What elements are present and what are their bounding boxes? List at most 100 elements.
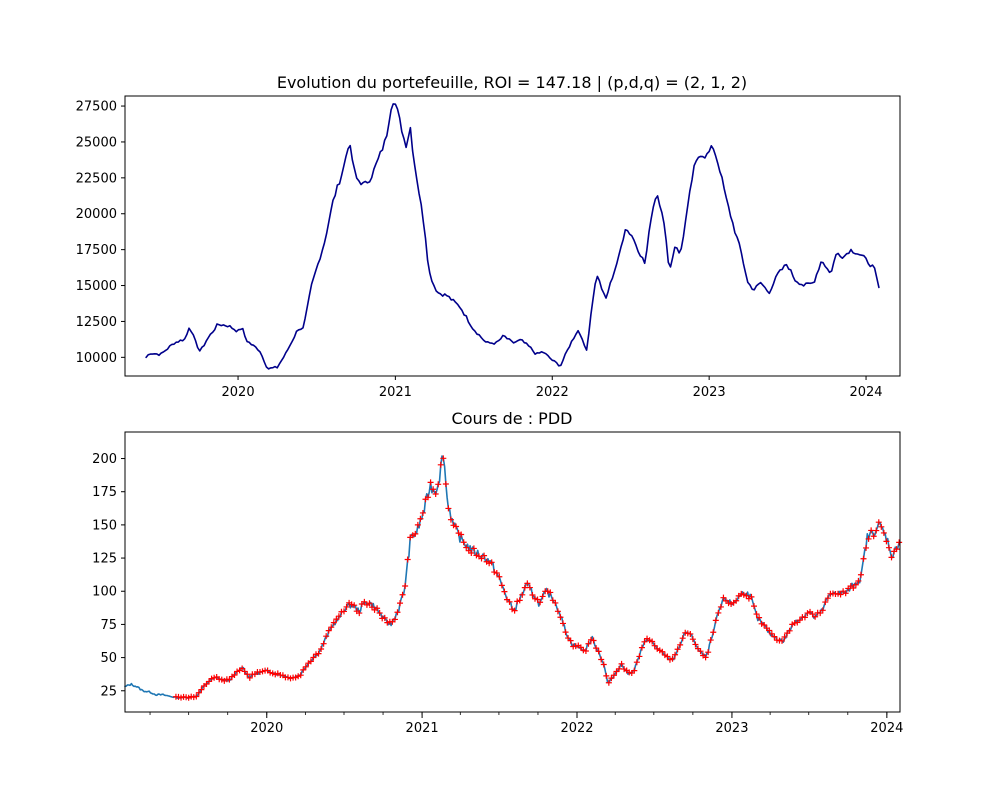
portfolio-x-axis: 2020 2021 2022 2023 2024 — [222, 376, 883, 400]
y-tick-label: 75 — [100, 618, 117, 633]
price-marker — [521, 584, 528, 591]
price-marker — [638, 644, 645, 651]
price-marker — [873, 527, 880, 534]
price-marker — [600, 661, 607, 668]
price-marker — [649, 638, 656, 645]
price-chart: Cours de : PDD 25 50 75 100 125 150 175 200 202… — [92, 409, 903, 736]
price-marker — [417, 515, 424, 522]
price-marker — [812, 613, 819, 620]
price-marker — [198, 686, 205, 693]
price-marker — [631, 667, 638, 674]
price-marker — [445, 505, 452, 512]
price-marker — [376, 609, 383, 616]
price-marker — [453, 523, 460, 530]
price-marker — [595, 648, 602, 655]
y-tick-label: 12500 — [76, 315, 117, 330]
y-tick-label: 20000 — [76, 207, 117, 222]
price-marker — [618, 660, 625, 667]
price-marker — [880, 529, 887, 536]
price-marker — [425, 494, 432, 501]
portfolio-chart-frame — [124, 95, 901, 377]
price-marker — [664, 653, 671, 660]
price-marker — [381, 614, 388, 621]
x-tick-label: 2024 — [849, 385, 882, 400]
price-marker — [307, 658, 314, 665]
y-tick-label: 17500 — [76, 243, 117, 258]
y-tick-label: 50 — [100, 651, 117, 666]
price-marker — [560, 620, 567, 627]
x-tick-label: 2021 — [406, 721, 439, 736]
price-markers — [172, 455, 903, 701]
price-marker — [837, 591, 844, 598]
price-marker — [733, 597, 740, 604]
price-marker — [582, 647, 589, 654]
price-marker — [710, 629, 717, 636]
price-marker — [537, 599, 544, 606]
price-marker — [885, 544, 892, 551]
price-marker — [672, 651, 679, 658]
price-marker — [463, 544, 470, 551]
price-marker — [361, 598, 368, 605]
y-tick-label: 15000 — [76, 279, 117, 294]
price-marker — [605, 679, 612, 686]
price-marker — [501, 588, 508, 595]
portfolio-y-axis: 10000 12500 15000 17500 20000 22500 25000 27500 — [76, 100, 125, 366]
price-marker — [593, 645, 600, 652]
price-marker — [707, 637, 714, 644]
price-marker — [598, 656, 605, 663]
price-marker — [863, 544, 870, 551]
price-marker — [610, 672, 617, 679]
price-marker — [430, 486, 437, 493]
y-tick-label: 125 — [92, 552, 117, 567]
price-marker — [562, 629, 569, 636]
price-marker — [786, 627, 793, 634]
price-marker — [506, 598, 513, 605]
price-marker — [366, 600, 373, 607]
price-marker — [325, 627, 332, 634]
price-chart-title: Cours de : PDD — [452, 409, 573, 428]
price-marker — [750, 603, 757, 610]
price-marker — [481, 552, 488, 559]
price-marker — [852, 581, 859, 588]
price-marker — [335, 613, 342, 620]
price-marker — [547, 589, 554, 596]
price-marker — [641, 638, 648, 645]
price-marker — [412, 530, 419, 537]
price-marker — [659, 648, 666, 655]
price-marker — [896, 539, 903, 546]
price-marker — [414, 521, 421, 528]
price-marker — [526, 584, 533, 591]
y-tick-label: 200 — [92, 452, 117, 467]
price-marker — [356, 610, 363, 617]
price-marker — [888, 554, 895, 561]
y-tick-label: 10000 — [76, 351, 117, 366]
price-marker — [822, 599, 829, 606]
price-marker — [669, 655, 676, 662]
price-marker — [460, 539, 467, 546]
price-marker — [447, 516, 454, 523]
price-marker — [567, 637, 574, 644]
price-marker — [712, 617, 719, 624]
price-marker — [529, 591, 536, 598]
price-marker — [437, 461, 444, 468]
price-marker — [297, 672, 304, 679]
y-tick-label: 100 — [92, 585, 117, 600]
price-marker — [539, 593, 546, 600]
x-tick-label: 2020 — [222, 385, 255, 400]
price-marker — [689, 636, 696, 643]
price-marker — [320, 640, 327, 647]
price-marker — [753, 611, 760, 618]
price-marker — [842, 590, 849, 597]
price-marker — [470, 545, 477, 552]
price-marker — [351, 602, 358, 609]
price-marker — [323, 633, 330, 640]
price-marker — [516, 597, 523, 604]
price-marker — [552, 599, 559, 606]
price-marker — [330, 619, 337, 626]
price-marker — [496, 573, 503, 580]
price-marker — [195, 689, 202, 696]
price-marker — [883, 538, 890, 545]
price-y-axis: 25 50 75 100 125 150 175 200 — [92, 452, 125, 699]
price-marker — [402, 582, 409, 589]
price-marker — [824, 595, 831, 602]
